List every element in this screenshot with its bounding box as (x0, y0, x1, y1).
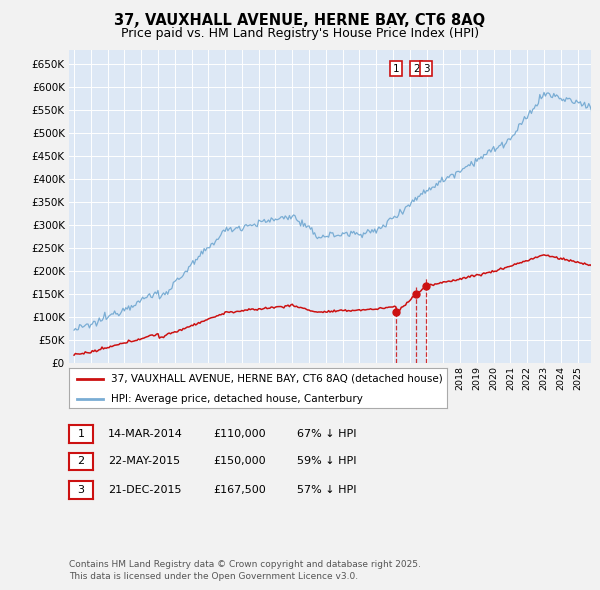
Text: 22-MAY-2015: 22-MAY-2015 (108, 457, 180, 466)
Text: 2: 2 (413, 64, 419, 74)
Text: 2: 2 (77, 457, 85, 466)
Text: 1: 1 (393, 64, 400, 74)
Text: 59% ↓ HPI: 59% ↓ HPI (297, 457, 356, 466)
Text: 3: 3 (77, 485, 85, 494)
Text: 37, VAUXHALL AVENUE, HERNE BAY, CT6 8AQ (detached house): 37, VAUXHALL AVENUE, HERNE BAY, CT6 8AQ … (110, 374, 442, 384)
Text: Contains HM Land Registry data © Crown copyright and database right 2025.
This d: Contains HM Land Registry data © Crown c… (69, 560, 421, 581)
Text: HPI: Average price, detached house, Canterbury: HPI: Average price, detached house, Cant… (110, 395, 362, 405)
Text: 37, VAUXHALL AVENUE, HERNE BAY, CT6 8AQ: 37, VAUXHALL AVENUE, HERNE BAY, CT6 8AQ (115, 13, 485, 28)
Text: £110,000: £110,000 (213, 429, 266, 438)
Text: 14-MAR-2014: 14-MAR-2014 (108, 429, 183, 438)
Text: Price paid vs. HM Land Registry's House Price Index (HPI): Price paid vs. HM Land Registry's House … (121, 27, 479, 40)
Text: 21-DEC-2015: 21-DEC-2015 (108, 485, 182, 494)
Text: 67% ↓ HPI: 67% ↓ HPI (297, 429, 356, 438)
Text: 57% ↓ HPI: 57% ↓ HPI (297, 485, 356, 494)
Text: 1: 1 (77, 429, 85, 438)
Text: 3: 3 (422, 64, 430, 74)
Text: £150,000: £150,000 (213, 457, 266, 466)
Text: £167,500: £167,500 (213, 485, 266, 494)
